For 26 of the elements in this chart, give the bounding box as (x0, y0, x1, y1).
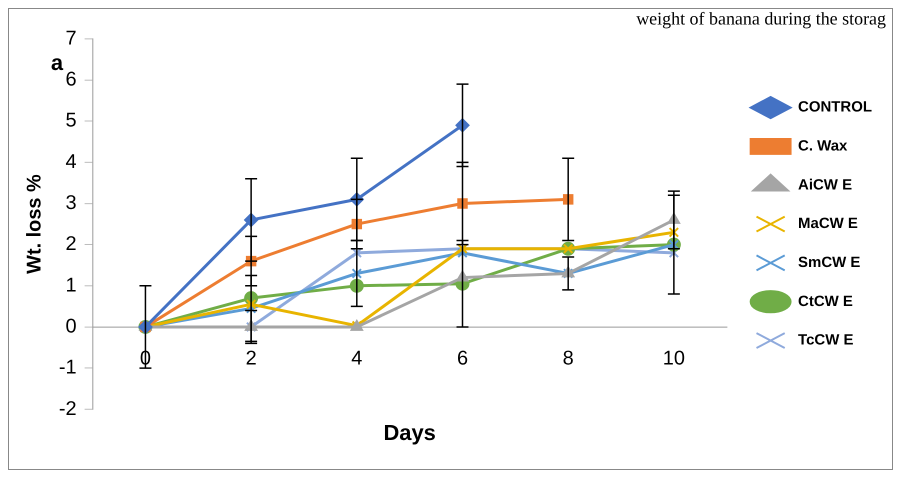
y-axis-title: Wt. loss % (23, 174, 46, 274)
y-tick-label: 7 (66, 27, 77, 50)
y-tick-label: 1 (66, 274, 77, 296)
y-tick-label: 5 (66, 110, 77, 132)
x-tick-label: 2 (246, 347, 257, 370)
text: weight of banana during the storag (636, 8, 886, 29)
legend-label: SmCW E (798, 254, 860, 272)
x-tick-label: 10 (662, 347, 685, 370)
y-tick-label: 4 (66, 150, 77, 173)
x-tick-label: 6 (456, 347, 468, 370)
y-tick-label: -1 (58, 356, 77, 379)
x-axis-title: Days (383, 420, 436, 446)
legend-label: AiCW E (798, 176, 852, 194)
x-tick-label: 4 (351, 347, 362, 370)
legend-label: CtCW E (798, 292, 853, 310)
y-tick-label: 2 (66, 233, 77, 256)
y-tick-label: -2 (58, 398, 77, 420)
y-tick-label: 6 (66, 68, 77, 91)
legend-label: TcCW E (798, 332, 854, 349)
legend-label: CONTROL (798, 98, 872, 116)
legend-label: MaCW E (798, 215, 858, 232)
y-tick-label: 0 (66, 315, 77, 338)
text: a (50, 50, 64, 75)
x-tick-label: 8 (562, 347, 574, 370)
y-tick-label: 3 (66, 192, 77, 214)
legend-label: C. Wax (798, 138, 848, 155)
